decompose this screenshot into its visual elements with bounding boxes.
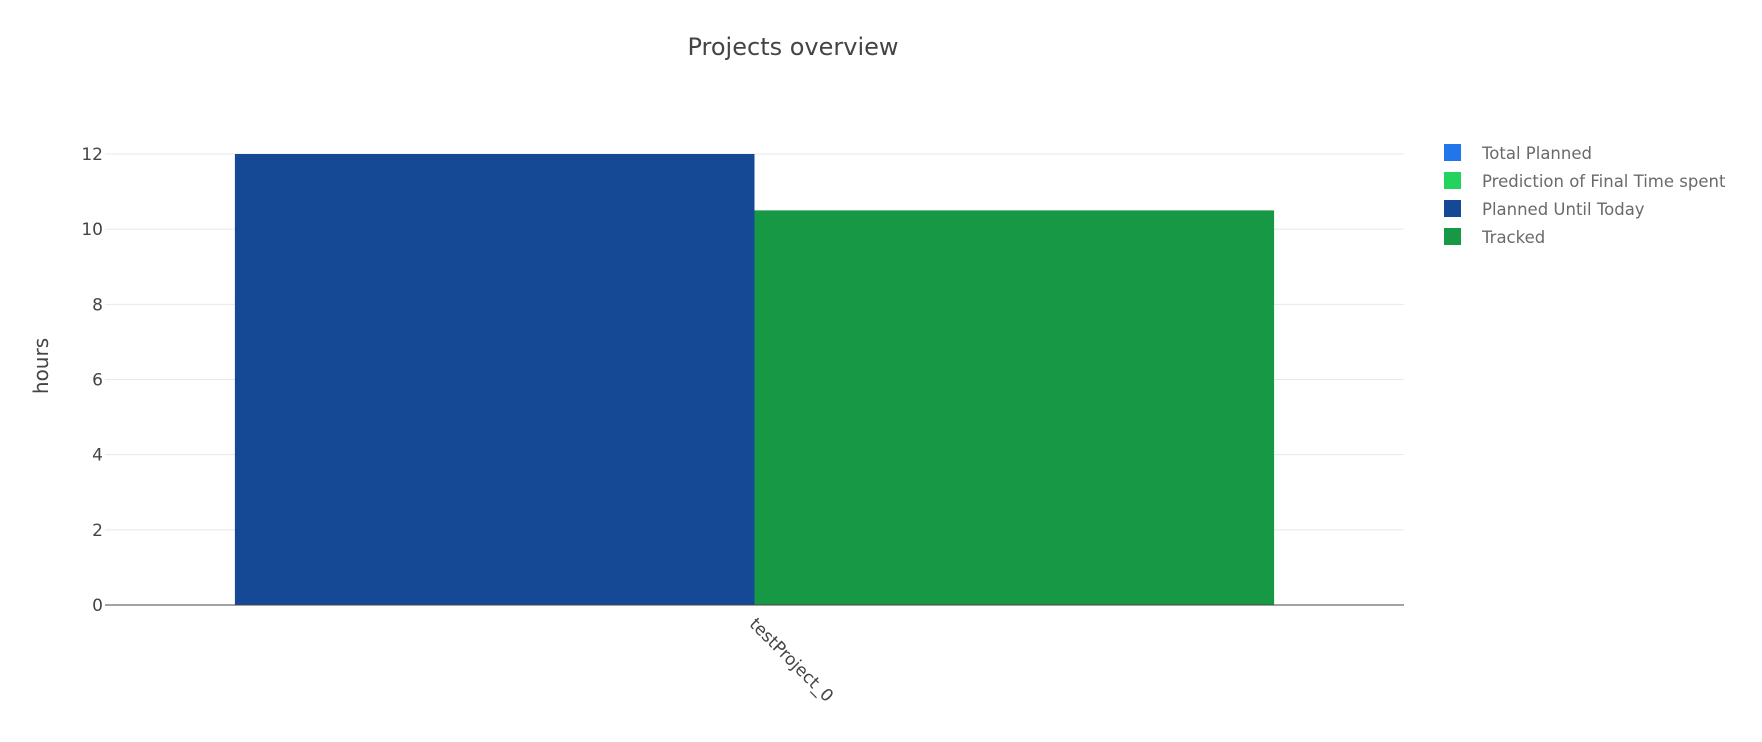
y-tick-label: 8 — [92, 295, 103, 315]
bar-planned-until-today[interactable] — [234, 154, 755, 605]
y-tick-label: 4 — [92, 446, 103, 466]
legend: Total Planned Prediction of Final Time sp… — [1444, 144, 1726, 247]
y-tick-label: 12 — [81, 145, 103, 165]
legend-label-total-planned[interactable]: Total Planned — [1481, 144, 1592, 163]
bars — [234, 154, 1275, 605]
y-tick-label: 0 — [92, 596, 103, 616]
y-tick-label: 6 — [92, 371, 103, 391]
legend-swatch-tracked[interactable] — [1444, 228, 1461, 245]
y-axis-label: hours — [29, 338, 53, 394]
legend-swatch-planned-until-today[interactable] — [1444, 200, 1461, 217]
legend-label-prediction-of-final-time-spent[interactable]: Prediction of Final Time spent — [1482, 172, 1726, 191]
y-axis-ticks: 0 2 4 6 8 10 12 — [81, 145, 103, 616]
bar-tracked[interactable] — [754, 210, 1275, 605]
y-tick-label: 10 — [81, 220, 103, 240]
legend-swatch-total-planned[interactable] — [1444, 144, 1461, 161]
chart-title: Projects overview — [687, 33, 898, 61]
legend-label-tracked[interactable]: Tracked — [1481, 228, 1545, 247]
legend-label-planned-until-today[interactable]: Planned Until Today — [1482, 200, 1645, 219]
x-tick-label: testProject_0 — [745, 614, 837, 706]
legend-swatch-prediction-of-final-time-spent[interactable] — [1444, 172, 1461, 189]
y-tick-label: 2 — [92, 521, 103, 541]
x-axis-ticks: testProject_0 — [745, 614, 837, 706]
